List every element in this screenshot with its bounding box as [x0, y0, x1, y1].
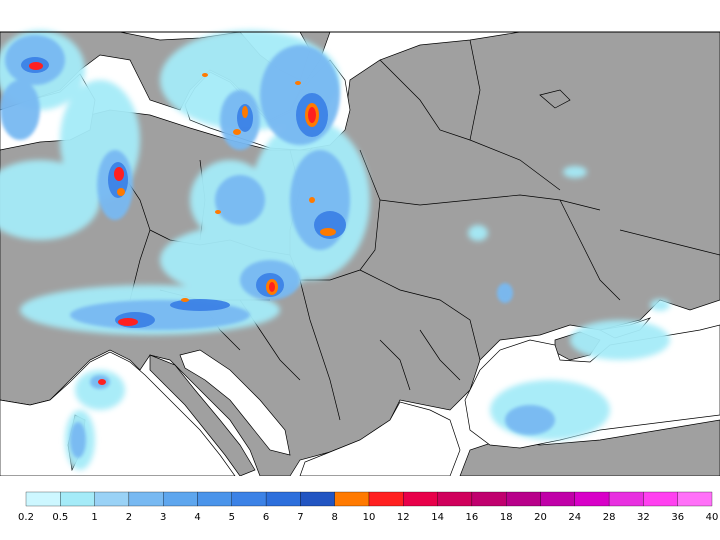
colorbar-swatch [94, 491, 130, 507]
precipitation-map [0, 30, 720, 476]
colorbar-tick-label: 20 [534, 512, 547, 523]
colorbar-tick-label: 32 [637, 512, 650, 523]
colorbar-swatch [300, 491, 335, 507]
colorbar-swatch [403, 491, 438, 507]
colorbar-swatch [608, 491, 644, 507]
colorbar-swatch [197, 491, 232, 507]
colorbar-swatch [25, 491, 61, 507]
colorbar-swatch [368, 491, 404, 507]
colorbar-tick-label: 1 [91, 512, 97, 523]
colorbar-tick-label: 3 [160, 512, 166, 523]
precipitation-intense [29, 62, 336, 385]
colorbar-tick-label: 36 [671, 512, 684, 523]
colorbar-tick-label: 5 [229, 512, 235, 523]
colorbar-swatch [163, 491, 198, 507]
colorbar-tick-label: 14 [431, 512, 444, 523]
precipitation-colorbar: 0.2 0.5 1 2 3 4 5 6 7 8 10 12 14 16 18 20 24 28 32 36 40 [18, 491, 718, 523]
colorbar-swatch [471, 491, 507, 507]
colorbar-tick-label: 2 [126, 512, 132, 523]
colorbar-tick-label: 16 [466, 512, 479, 523]
colorbar-tick-label: 18 [500, 512, 513, 523]
colorbar-tick-label: 10 [363, 512, 376, 523]
colorbar-swatch [643, 491, 678, 507]
colorbar-tick-label: 8 [332, 512, 338, 523]
colorbar-labels: 0.2 0.5 1 2 3 4 5 6 7 8 10 12 14 16 18 20 24 28 32 36 40 [18, 512, 718, 523]
colorbar-swatch [574, 491, 610, 507]
colorbar-tick-label: 0.2 [18, 512, 34, 523]
colorbar-swatch [231, 491, 267, 507]
colorbar-swatch [334, 491, 370, 507]
colorbar-tick-label: 4 [194, 512, 200, 523]
colorbar-tick-label: 7 [297, 512, 303, 523]
colorbar-swatch [506, 491, 541, 507]
colorbar-swatch [437, 491, 473, 507]
colorbar-swatch [60, 491, 95, 507]
colorbar-swatch [128, 491, 164, 507]
colorbar-tick-label: 24 [568, 512, 581, 523]
colorbar-swatch [265, 491, 301, 507]
colorbar-tick-label: 28 [603, 512, 616, 523]
colorbar-tick-label: 40 [706, 512, 719, 523]
colorbar-tick-label: 6 [263, 512, 269, 523]
colorbar-swatches [25, 491, 713, 507]
colorbar-tick-label: 0.5 [52, 512, 68, 523]
colorbar-tick-label: 12 [397, 512, 410, 523]
colorbar-swatch [677, 491, 713, 507]
colorbar-swatch [540, 491, 575, 507]
